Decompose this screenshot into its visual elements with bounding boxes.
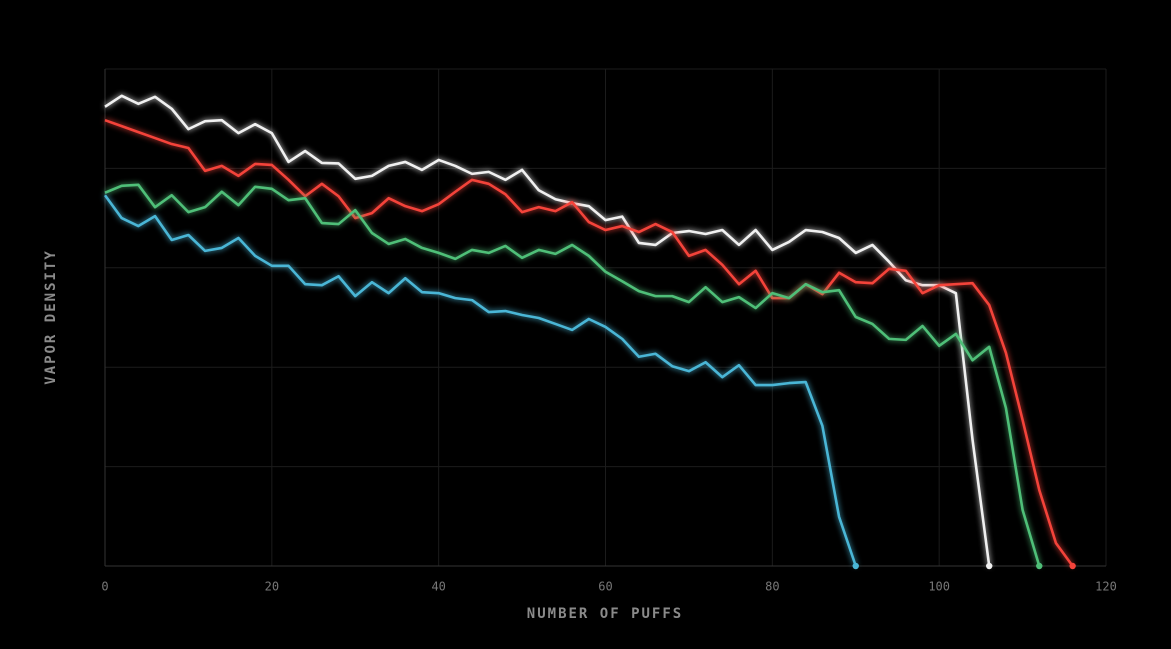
end-point	[1036, 562, 1043, 570]
x-tick-label: 100	[928, 580, 950, 594]
end-point	[852, 562, 859, 570]
x-tick-label: 0	[101, 580, 108, 594]
series-line	[104, 94, 991, 567]
series-line	[104, 183, 1041, 567]
x-tick-label: 60	[598, 580, 612, 594]
x-tick-label: 80	[765, 580, 779, 594]
x-tick-label: 20	[265, 580, 279, 594]
end-point	[986, 562, 993, 570]
series-line	[103, 194, 857, 567]
x-axis-label: NUMBER OF PUFFS	[527, 606, 683, 622]
x-tick-label: 120	[1095, 580, 1117, 594]
end-point	[1069, 562, 1076, 570]
x-tick-label: 40	[431, 580, 445, 594]
y-axis-label: VAPOR DENSITY	[43, 249, 59, 385]
series-line	[104, 118, 1074, 567]
